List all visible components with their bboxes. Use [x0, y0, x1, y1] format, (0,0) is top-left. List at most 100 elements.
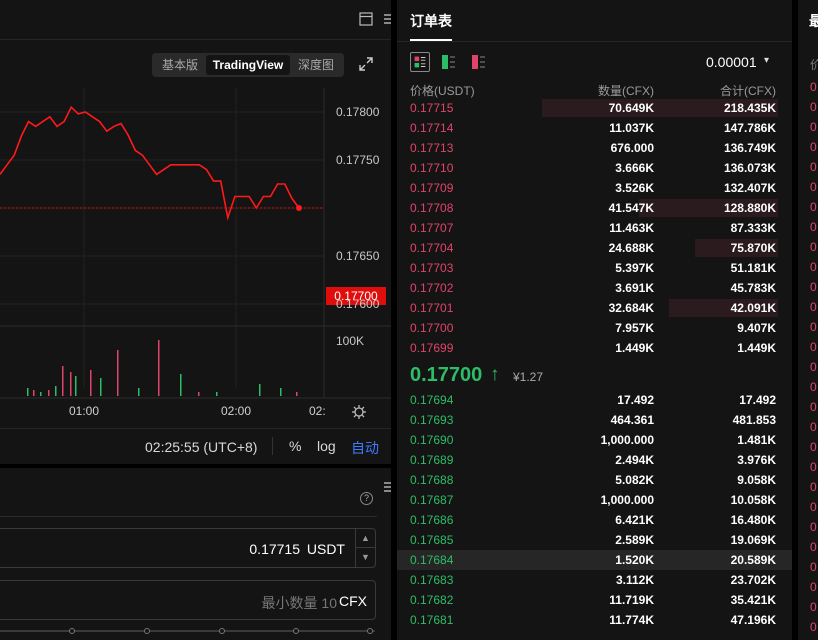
chevron-down-icon[interactable]: ▾ — [764, 55, 770, 66]
quantity-input[interactable]: 最小数量 10 CFX — [0, 580, 376, 620]
ask-amount: 3.526K — [615, 181, 654, 195]
ask-total: 128.880K — [723, 201, 776, 215]
ask-row[interactable]: 0.17700 7.957K 9.407K — [397, 318, 792, 338]
volume-bar — [296, 392, 298, 396]
gear-icon[interactable] — [351, 404, 367, 420]
ask-total: 147.786K — [723, 121, 776, 135]
bid-row[interactable]: 0.17687 1,000.000 10.058K — [397, 490, 792, 510]
tab-depth[interactable]: 深度图 — [297, 58, 334, 72]
volume-bar — [280, 388, 282, 396]
trade-price-cell: 0 — [810, 540, 817, 554]
bid-row[interactable]: 0.17683 3.112K 23.702K — [397, 570, 792, 590]
help-icon[interactable]: ? — [360, 492, 373, 505]
ask-total: 45.783K — [730, 281, 776, 295]
precision-select[interactable]: 0.00001 — [706, 54, 757, 70]
trade-price-cell: 0 — [810, 400, 817, 414]
book-mode-both-icon[interactable] — [410, 52, 430, 72]
bid-total: 3.976K — [737, 453, 776, 467]
ask-row[interactable]: 0.17715 70.649K 218.435K — [397, 98, 792, 118]
depth-bar — [542, 99, 778, 117]
log-scale-button[interactable]: log — [317, 438, 336, 454]
volume-bar — [75, 376, 77, 396]
bid-row[interactable]: 0.17690 1,000.000 1.481K — [397, 430, 792, 450]
ask-row[interactable]: 0.17709 3.526K 132.407K — [397, 178, 792, 198]
price-input-value[interactable]: 0.17715 — [249, 541, 300, 557]
trade-price-cell: 0 — [810, 140, 817, 154]
ask-price: 0.17699 — [410, 341, 454, 355]
ask-row[interactable]: 0.17703 5.397K 51.181K — [397, 258, 792, 278]
column-header-price: 价格(USDT) — [410, 84, 475, 98]
bid-row[interactable]: 0.17693 464.361 481.853 — [397, 410, 792, 430]
book-mode-asks-icon[interactable] — [469, 52, 489, 72]
bid-row[interactable]: 0.17685 2.589K 19.069K — [397, 530, 792, 550]
chart-canvas[interactable] — [0, 88, 391, 436]
trade-price-cell: 0 — [810, 280, 817, 294]
tab-recent-trades[interactable]: 最 — [809, 13, 818, 29]
order-book-column-headers: 价格(USDT) 数量(CFX) 合计(CFX) — [397, 82, 792, 98]
ask-row[interactable]: 0.17707 11.463K 87.333K — [397, 218, 792, 238]
auto-scale-button[interactable]: 自动 — [351, 440, 379, 456]
trade-price-cell: 0 — [810, 80, 817, 94]
order-book-panel: 订单表 0.00001 ▾ 价格(USDT) 数量(CFX) 合计(CFX) 0… — [397, 0, 792, 640]
bid-amount: 1.520K — [615, 553, 654, 567]
price-input[interactable]: 0.17715 USDT ▲ ▼ — [0, 528, 376, 568]
price-tick-label: 0.17800 — [336, 105, 380, 119]
depth-bar — [639, 199, 778, 217]
time-tick-label: 02: — [309, 404, 326, 418]
bid-amount: 11.774K — [609, 613, 654, 627]
bid-row[interactable]: 0.17689 2.494K 3.976K — [397, 450, 792, 470]
trade-price-cell: 0 — [810, 480, 817, 494]
percent-scale-button[interactable]: % — [289, 438, 302, 454]
bid-total: 23.702K — [730, 573, 776, 587]
trade-price-cell: 0 — [810, 320, 817, 334]
depth-bar — [669, 299, 778, 317]
volume-bar — [33, 390, 35, 396]
price-chart[interactable]: 0.17800 0.17750 0.17700 0.17650 0.17600 … — [0, 88, 391, 436]
ask-row[interactable]: 0.17702 3.691K 45.783K — [397, 278, 792, 298]
ask-amount: 70.649K — [608, 101, 654, 115]
layout-icon[interactable] — [359, 12, 373, 26]
step-up-button[interactable]: ▲ — [356, 529, 375, 548]
ask-row[interactable]: 0.17701 32.684K 42.091K — [397, 298, 792, 318]
ask-row[interactable]: 0.17704 24.688K 75.870K — [397, 238, 792, 258]
bid-row[interactable]: 0.17694 17.492 17.492 — [397, 390, 792, 410]
ask-row[interactable]: 0.17714 11.037K 147.786K — [397, 118, 792, 138]
ask-amount: 5.397K — [615, 261, 654, 275]
volume-bar — [27, 388, 29, 396]
bid-row[interactable]: 0.17688 5.082K 9.058K — [397, 470, 792, 490]
bid-total: 481.853 — [732, 413, 776, 427]
ask-row[interactable]: 0.17708 41.547K 128.880K — [397, 198, 792, 218]
menu-icon[interactable] — [382, 480, 392, 494]
ask-amount: 3.666K — [615, 161, 654, 175]
bid-price: 0.17689 — [410, 453, 454, 467]
tab-basic[interactable]: 基本版 — [161, 58, 198, 72]
amount-slider[interactable] — [0, 628, 375, 634]
price-stepper[interactable]: ▲ ▼ — [355, 529, 375, 567]
trade-price-cell: 0 — [810, 300, 817, 314]
ask-price: 0.17701 — [410, 301, 454, 315]
order-form: ? 0.17715 USDT ▲ ▼ 最小数量 10 CFX — [0, 468, 392, 640]
tab-order-book[interactable]: 订单表 — [410, 13, 452, 29]
ask-amount: 3.691K — [615, 281, 654, 295]
active-tab-indicator — [410, 39, 452, 41]
bid-row[interactable]: 0.17684 1.520K 20.589K — [397, 550, 792, 570]
bid-row[interactable]: 0.17682 11.719K 35.421K — [397, 590, 792, 610]
ask-row[interactable]: 0.17710 3.666K 136.073K — [397, 158, 792, 178]
ask-row[interactable]: 0.17713 676.000 136.749K — [397, 138, 792, 158]
ask-total: 132.407K — [723, 181, 776, 195]
divider — [272, 437, 273, 455]
trade-price-cell: 0 — [810, 620, 817, 634]
bid-row[interactable]: 0.17681 11.774K 47.196K — [397, 610, 792, 630]
tab-tradingview[interactable]: TradingView — [206, 55, 290, 75]
book-mode-bids-icon[interactable] — [439, 52, 459, 72]
ask-price: 0.17708 — [410, 201, 454, 215]
chart-view-toggle: 基本版 TradingView 深度图 — [152, 53, 344, 77]
ask-row[interactable]: 0.17699 1.449K 1.449K — [397, 338, 792, 358]
bid-row[interactable]: 0.17686 6.421K 16.480K — [397, 510, 792, 530]
ask-total: 42.091K — [730, 301, 776, 315]
fullscreen-icon[interactable] — [358, 56, 374, 72]
ask-price: 0.17704 — [410, 241, 454, 255]
depth-bar — [695, 239, 778, 257]
volume-bar — [48, 390, 50, 396]
step-down-button[interactable]: ▼ — [361, 552, 370, 562]
